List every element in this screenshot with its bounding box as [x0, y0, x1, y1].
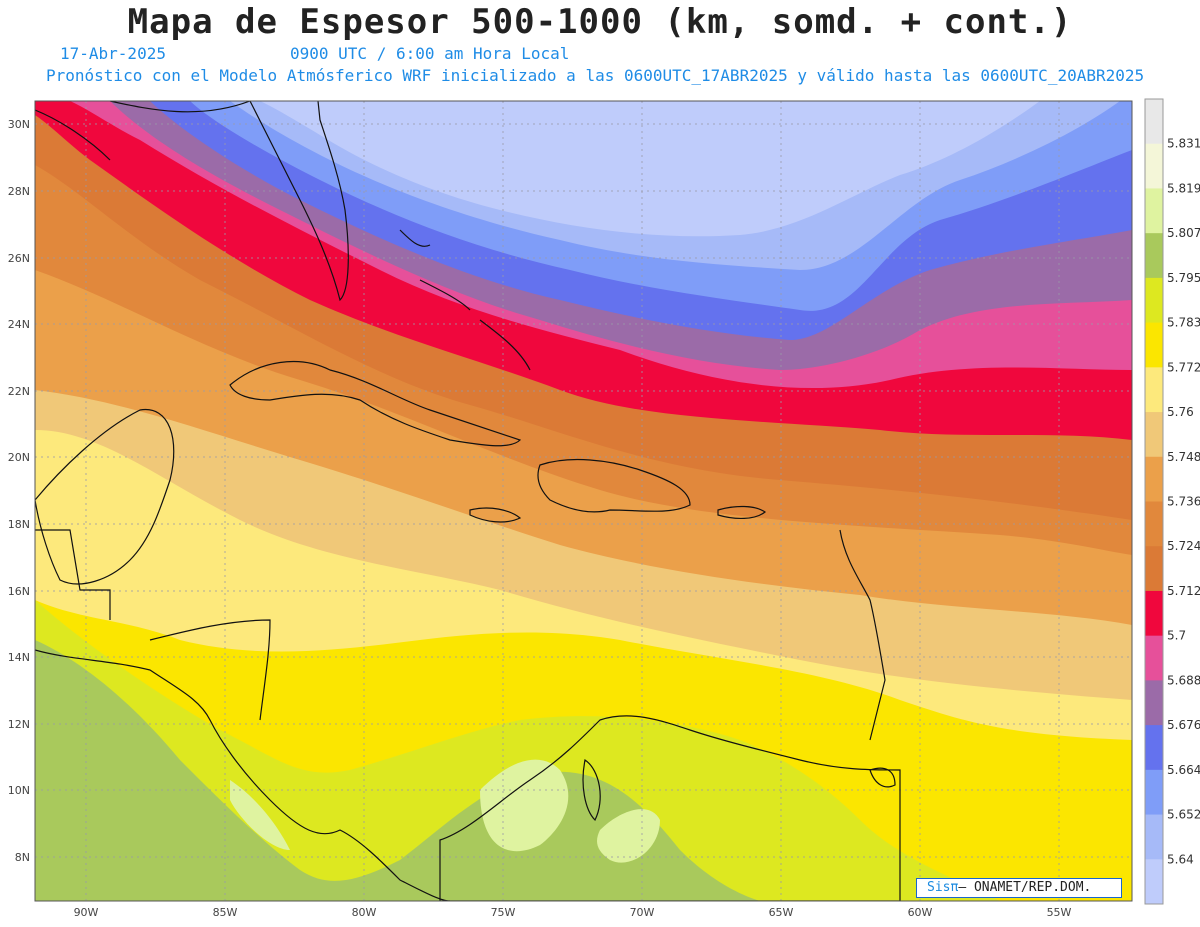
coastlines	[35, 101, 901, 901]
lat-axis: 30N 28N 26N 24N 22N 20N 18N 16N 14N 12N …	[8, 118, 30, 864]
yucatan	[35, 409, 175, 585]
credit-text: – ONAMET/REP.DOM.	[958, 880, 1092, 895]
colorbar-level-label: 5.736	[1167, 495, 1200, 509]
lat-tick-16n: 16N	[8, 585, 30, 598]
colorbar-swatch	[1145, 188, 1163, 234]
lon-axis: 90W 85W 80W 75W 70W 65W 60W 55W	[74, 906, 1072, 919]
lon-tick-80w: 80W	[352, 906, 377, 919]
lon-tick-65w: 65W	[769, 906, 794, 919]
colorbar-level-label: 5.664	[1167, 763, 1200, 777]
lat-tick-8n: 8N	[15, 851, 30, 864]
colorbar-level-label: 5.807	[1167, 226, 1200, 240]
lat-tick-20n: 20N	[8, 451, 30, 464]
forecast-date: 17-Abr-2025	[60, 44, 166, 63]
colorbar-swatch	[1145, 367, 1163, 413]
colorbar: 5.831 5.819 5.807 5.795 5.783 5.772 5.76 5.748 5…	[1144, 98, 1200, 905]
sispi-logo: Sisπ	[927, 880, 959, 895]
colorbar-swatch	[1145, 635, 1163, 681]
colorbar-labels: 5.831 5.819 5.807 5.795 5.783 5.772 5.76 5.748 5…	[1167, 137, 1200, 867]
colorbar-level-label: 5.772	[1167, 360, 1200, 374]
colorbar-level-label: 5.783	[1167, 316, 1200, 330]
colorbar-swatch	[1145, 769, 1163, 816]
model-info: Pronóstico con el Modelo Atmósferico WRF…	[46, 66, 1145, 85]
colorbar-swatch	[1145, 456, 1163, 502]
forecast-time: 0900 UTC / 6:00 am Hora Local	[290, 44, 570, 63]
thickness-bands	[35, 101, 1132, 901]
colorbar-swatch	[1145, 143, 1163, 189]
cuba	[229, 360, 522, 447]
colorbar-swatch	[1145, 680, 1163, 726]
mexico-border	[35, 529, 111, 620]
lon-tick-75w: 75W	[491, 906, 516, 919]
credit-box: Sisπ– ONAMET/REP.DOM.	[916, 878, 1122, 898]
colorbar-swatch	[1145, 590, 1163, 637]
colorbar-level-label: 5.831	[1167, 137, 1200, 151]
jamaica	[469, 507, 522, 523]
lat-tick-24n: 24N	[8, 318, 30, 331]
map-title: Mapa de Espesor 500-1000 (km, somd. + co…	[127, 2, 1073, 42]
colorbar-level-label: 5.795	[1167, 271, 1200, 285]
lat-tick-10n: 10N	[8, 784, 30, 797]
colorbar-swatch	[1145, 233, 1163, 279]
lon-tick-85w: 85W	[213, 906, 238, 919]
lat-tick-14n: 14N	[8, 651, 30, 664]
colorbar-swatch	[1145, 859, 1163, 905]
south-america	[439, 715, 901, 901]
map-frame	[34, 100, 1133, 902]
central-america	[35, 649, 451, 901]
colorbar-level-label: 5.676	[1167, 718, 1200, 732]
colorbar-level-label: 5.64	[1167, 852, 1194, 866]
colorbar-swatch	[1145, 546, 1163, 592]
band-5795b	[597, 809, 660, 863]
graticule	[35, 101, 1132, 901]
lat-tick-18n: 18N	[8, 518, 30, 531]
band-lt5640	[260, 101, 1040, 237]
colorbar-level-label: 5.7	[1167, 629, 1186, 643]
band-5772	[35, 600, 1000, 901]
band-5795c	[230, 780, 290, 850]
colorbar-frame	[1144, 98, 1164, 905]
lat-tick-26n: 26N	[8, 252, 30, 265]
hispaniola	[537, 458, 691, 513]
colorbar-level-label: 5.652	[1167, 808, 1200, 822]
trinidad	[869, 767, 896, 788]
colorbar-level-label: 5.76	[1167, 405, 1194, 419]
lat-tick-12n: 12N	[8, 718, 30, 731]
colorbar-swatch	[1145, 277, 1163, 324]
lon-tick-55w: 55W	[1047, 906, 1072, 919]
lon-tick-60w: 60W	[908, 906, 933, 919]
colorbar-level-label: 5.688	[1167, 673, 1200, 687]
colorbar-level-label: 5.819	[1167, 181, 1200, 195]
band-5795	[480, 759, 569, 852]
lon-tick-70w: 70W	[630, 906, 655, 919]
colorbar-swatch	[1145, 322, 1163, 368]
colorbar-swatch	[1145, 814, 1163, 860]
colorbar-level-label: 5.748	[1167, 450, 1200, 464]
colorbar-level-label: 5.712	[1167, 584, 1200, 598]
honduras-coast	[149, 619, 271, 721]
maracaibo	[582, 759, 601, 822]
gulf-coast	[35, 101, 251, 161]
colorbar-boxes	[1145, 99, 1163, 905]
florida-coast	[249, 101, 349, 302]
puerto-rico	[717, 505, 767, 519]
colorbar-swatch	[1145, 412, 1163, 458]
bahamas	[399, 229, 531, 371]
colorbar-swatch	[1145, 501, 1163, 547]
lat-tick-22n: 22N	[8, 385, 30, 398]
colorbar-level-label: 5.724	[1167, 539, 1200, 553]
band-5783	[35, 640, 760, 901]
colorbar-swatch	[1145, 99, 1163, 145]
lon-tick-90w: 90W	[74, 906, 99, 919]
lesser-antilles	[839, 529, 886, 741]
colorbar-swatch	[1145, 725, 1163, 771]
lat-tick-28n: 28N	[8, 185, 30, 198]
lat-tick-30n: 30N	[8, 118, 30, 131]
